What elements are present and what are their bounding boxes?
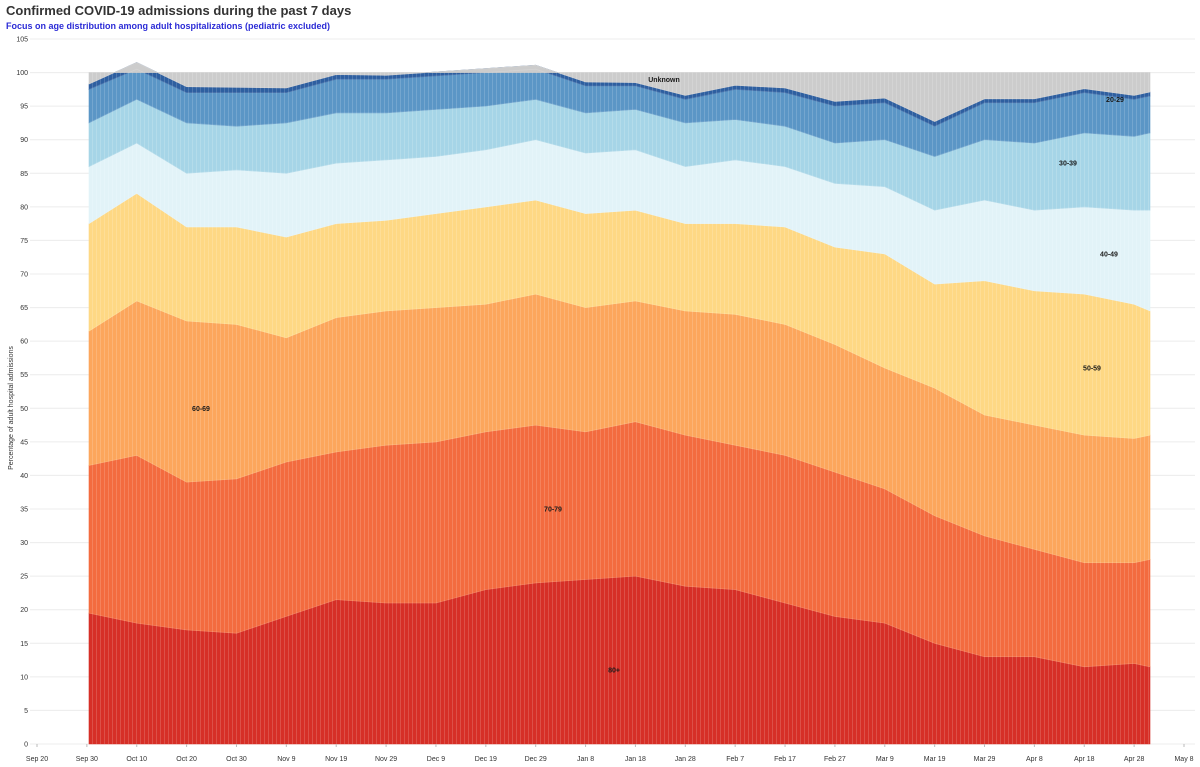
x-tick-label: Nov 19 (325, 756, 347, 763)
band-label: 60-69 (192, 406, 210, 413)
y-tick-label: 60 (20, 339, 28, 346)
x-tick-label: Oct 10 (126, 756, 147, 763)
x-tick-label: Apr 8 (1026, 756, 1043, 763)
daily-stripe-texture (89, 72, 1150, 745)
x-tick-label: Sep 30 (76, 756, 98, 763)
y-tick-label: 30 (20, 540, 28, 547)
x-tick-label: Apr 28 (1124, 756, 1145, 763)
y-tick-label: 5 (24, 708, 28, 715)
y-tick-label: 15 (20, 641, 28, 648)
y-axis-title: Percentage of adult hospital admissions (8, 346, 15, 470)
x-tick-label: Mar 19 (924, 756, 946, 763)
x-tick-label: Nov 29 (375, 756, 397, 763)
y-axis: 0 5 10 15 20 25 30 35 40 45 50 55 60 65 70 75 80 85 90 95 10… (16, 37, 28, 749)
x-tick-label: Feb 7 (726, 756, 744, 763)
x-tick-label: Dec 19 (475, 756, 497, 763)
y-tick-label: 10 (20, 674, 28, 681)
band-label: 40-49 (1100, 251, 1118, 258)
x-tick-label: Jan 18 (625, 756, 646, 763)
y-tick-label: 90 (20, 137, 28, 144)
y-tick-label: 25 (20, 574, 28, 581)
x-tick-label: Sep 20 (26, 756, 48, 763)
y-tick-label: 75 (20, 238, 28, 245)
x-tick-label: Oct 20 (176, 756, 197, 763)
band-label: 50-59 (1083, 366, 1101, 373)
y-tick-label: 50 (20, 406, 28, 413)
stripe-overlay (89, 72, 1150, 745)
x-axis: Sep 20 Sep 30 Oct 10 Oct 20 Oct 30 Nov 9 Nov 1… (26, 744, 1194, 763)
y-tick-label: 65 (20, 305, 28, 312)
x-tick-label: Dec 29 (525, 756, 547, 763)
chart-title: Confirmed COVID-19 admissions during the… (6, 3, 352, 18)
x-tick-label: Apr 18 (1074, 756, 1095, 763)
chart-subtitle: Focus on age distribution among adult ho… (6, 21, 331, 31)
y-tick-label: 35 (20, 507, 28, 514)
band-label: 30-39 (1059, 161, 1077, 168)
x-tick-label: Dec 9 (427, 756, 445, 763)
band-label: Unknown (648, 77, 680, 84)
band-label: 80+ (608, 668, 620, 675)
band-labels: 80+ 70-79 60-69 50-59 40-49 30-39 20-29 Unknown (192, 77, 1124, 675)
x-tick-label: Jan 28 (675, 756, 696, 763)
y-tick-label: 40 (20, 473, 28, 480)
y-tick-label: 105 (16, 37, 28, 44)
x-tick-label: Nov 9 (277, 756, 295, 763)
x-tick-label: Mar 29 (974, 756, 996, 763)
x-tick-label: Jan 8 (577, 756, 594, 763)
y-tick-label: 20 (20, 607, 28, 614)
x-tick-label: Oct 30 (226, 756, 247, 763)
x-tick-label: Feb 17 (774, 756, 796, 763)
y-tick-label: 45 (20, 439, 28, 446)
y-tick-label: 95 (20, 104, 28, 111)
y-tick-label: 55 (20, 372, 28, 379)
x-tick-label: Feb 27 (824, 756, 846, 763)
x-tick-label: May 8 (1174, 756, 1193, 763)
band-label: 20-29 (1106, 97, 1124, 104)
y-tick-label: 85 (20, 171, 28, 178)
y-tick-label: 70 (20, 272, 28, 279)
x-tick-label: Mar 9 (876, 756, 894, 763)
y-tick-label: 100 (16, 70, 28, 77)
band-label: 70-79 (544, 507, 562, 514)
y-tick-label: 0 (24, 742, 28, 749)
y-tick-label: 80 (20, 204, 28, 211)
